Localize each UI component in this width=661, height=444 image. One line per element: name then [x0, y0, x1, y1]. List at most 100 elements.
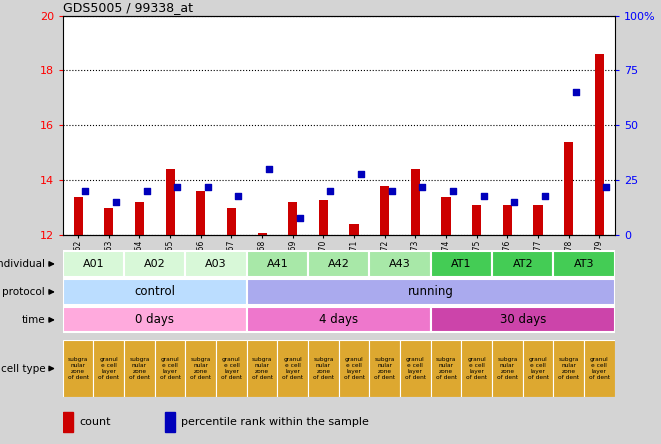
Text: count: count — [79, 417, 110, 427]
Bar — [196, 191, 206, 235]
Bar — [319, 200, 328, 235]
Bar — [431, 251, 492, 277]
Bar — [135, 202, 144, 235]
Bar — [584, 340, 615, 397]
Text: subgra
nular
zone
of dent: subgra nular zone of dent — [313, 357, 334, 380]
Point — [295, 214, 305, 221]
Bar — [553, 251, 615, 277]
Bar — [461, 340, 492, 397]
Point — [325, 188, 336, 195]
Bar — [247, 251, 308, 277]
Point — [417, 183, 428, 190]
Text: granul
e cell
layer
of dent: granul e cell layer of dent — [589, 357, 610, 380]
Text: GDS5005 / 99338_at: GDS5005 / 99338_at — [63, 1, 193, 14]
Text: A02: A02 — [144, 259, 166, 269]
Point — [601, 183, 611, 190]
Text: granul
e cell
layer
of dent: granul e cell layer of dent — [98, 357, 119, 380]
Bar — [523, 340, 553, 397]
Point — [387, 188, 397, 195]
Text: 4 days: 4 days — [319, 313, 358, 326]
Bar — [431, 340, 461, 397]
Bar — [400, 340, 431, 397]
Bar — [124, 251, 186, 277]
Bar — [350, 224, 359, 235]
Point — [141, 188, 152, 195]
Text: A03: A03 — [206, 259, 227, 269]
Text: AT1: AT1 — [451, 259, 472, 269]
Text: individual: individual — [0, 259, 45, 269]
Point — [540, 192, 551, 199]
Text: 30 days: 30 days — [500, 313, 546, 326]
Bar — [63, 412, 73, 432]
Point — [570, 89, 581, 96]
Point — [509, 199, 520, 206]
Text: granul
e cell
layer
of dent: granul e cell layer of dent — [282, 357, 303, 380]
Point — [172, 183, 182, 190]
Bar — [492, 340, 523, 397]
Bar — [503, 205, 512, 235]
Bar — [63, 307, 247, 333]
Bar — [380, 186, 389, 235]
Text: cell type: cell type — [1, 364, 45, 373]
Bar — [533, 205, 543, 235]
Text: A42: A42 — [328, 259, 350, 269]
Text: running: running — [408, 285, 453, 298]
Point — [80, 188, 91, 195]
Point — [448, 188, 459, 195]
Text: protocol: protocol — [3, 287, 45, 297]
Text: subgra
nular
zone
of dent: subgra nular zone of dent — [67, 357, 89, 380]
Text: subgra
nular
zone
of dent: subgra nular zone of dent — [559, 357, 579, 380]
Bar — [288, 202, 297, 235]
Text: subgra
nular
zone
of dent: subgra nular zone of dent — [374, 357, 395, 380]
Bar — [308, 251, 369, 277]
Bar — [227, 208, 236, 235]
Bar — [63, 340, 93, 397]
Bar — [595, 54, 604, 235]
Text: subgra
nular
zone
of dent: subgra nular zone of dent — [497, 357, 518, 380]
Point — [264, 166, 274, 173]
Bar — [93, 340, 124, 397]
Bar — [186, 251, 247, 277]
Text: granul
e cell
layer
of dent: granul e cell layer of dent — [344, 357, 365, 380]
Bar — [165, 170, 175, 235]
Bar — [442, 197, 451, 235]
Text: A01: A01 — [83, 259, 104, 269]
Text: granul
e cell
layer
of dent: granul e cell layer of dent — [466, 357, 487, 380]
Bar — [431, 307, 615, 333]
Bar — [165, 412, 175, 432]
Point — [479, 192, 489, 199]
Point — [233, 192, 244, 199]
Point — [202, 183, 213, 190]
Text: subgra
nular
zone
of dent: subgra nular zone of dent — [252, 357, 272, 380]
Bar — [63, 251, 124, 277]
Bar — [564, 142, 573, 235]
Bar — [247, 307, 431, 333]
Text: A41: A41 — [266, 259, 288, 269]
Text: subgra
nular
zone
of dent: subgra nular zone of dent — [129, 357, 150, 380]
Bar — [553, 340, 584, 397]
Text: AT3: AT3 — [574, 259, 594, 269]
Text: granul
e cell
layer
of dent: granul e cell layer of dent — [527, 357, 549, 380]
Bar — [369, 340, 400, 397]
Bar — [155, 340, 186, 397]
Text: subgra
nular
zone
of dent: subgra nular zone of dent — [190, 357, 212, 380]
Point — [110, 199, 121, 206]
Text: A43: A43 — [389, 259, 411, 269]
Bar — [247, 340, 278, 397]
Text: time: time — [22, 315, 45, 325]
Bar — [411, 170, 420, 235]
Bar — [216, 340, 247, 397]
Bar — [258, 233, 266, 235]
Bar — [308, 340, 339, 397]
Bar — [124, 340, 155, 397]
Text: granul
e cell
layer
of dent: granul e cell layer of dent — [405, 357, 426, 380]
Point — [356, 170, 366, 177]
Text: granul
e cell
layer
of dent: granul e cell layer of dent — [221, 357, 242, 380]
Bar — [369, 251, 431, 277]
Text: 0 days: 0 days — [136, 313, 175, 326]
Text: AT2: AT2 — [512, 259, 533, 269]
Bar — [73, 197, 83, 235]
Bar — [472, 205, 481, 235]
Text: percentile rank within the sample: percentile rank within the sample — [181, 417, 369, 427]
Bar — [186, 340, 216, 397]
